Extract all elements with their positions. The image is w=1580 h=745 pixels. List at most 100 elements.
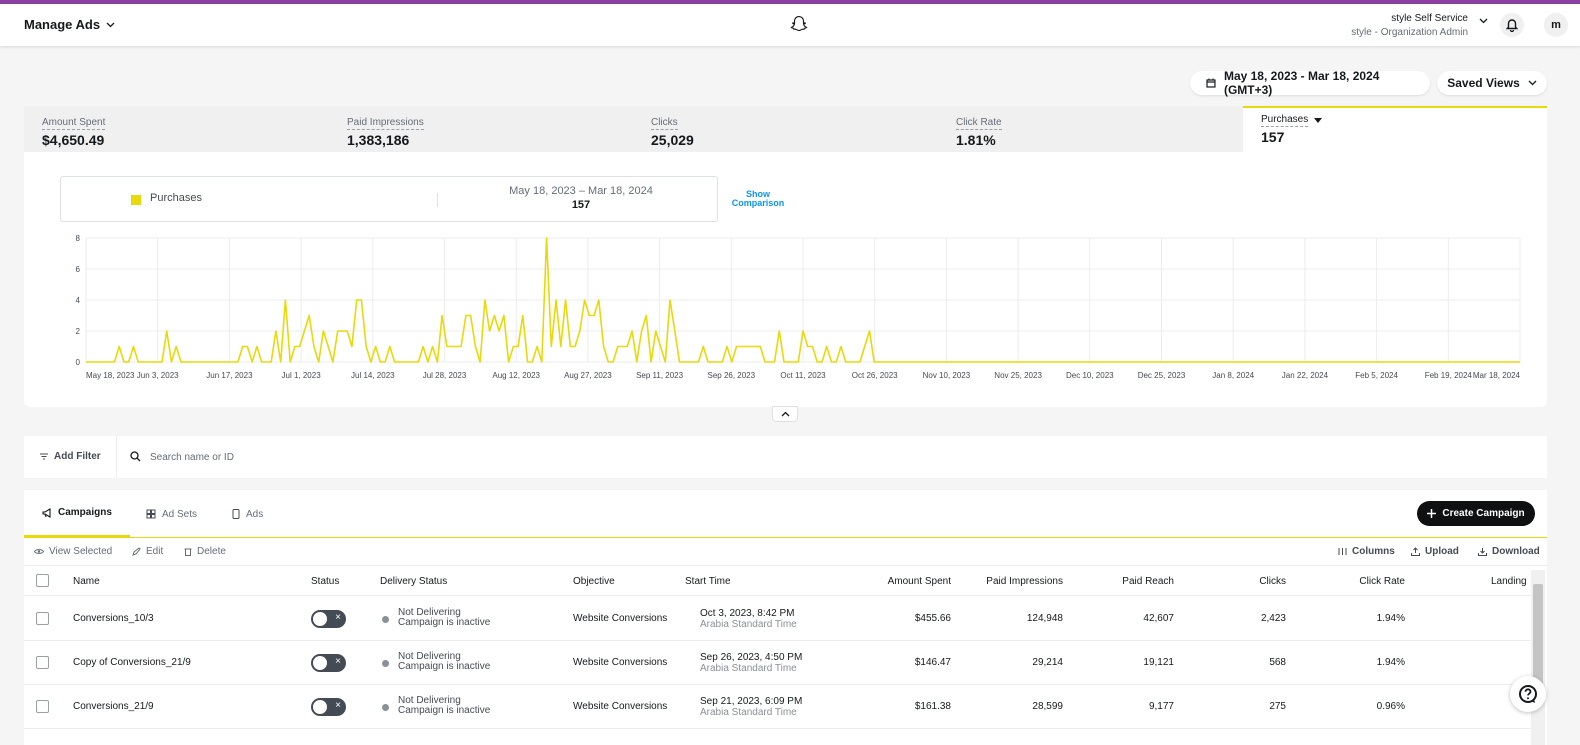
column-header-click-rate[interactable]: Click Rate: [1359, 576, 1405, 587]
metric-clicks[interactable]: Clicks 25,029: [633, 106, 938, 152]
tab-ads[interactable]: Ads: [214, 490, 281, 538]
saved-views-label: Saved Views: [1447, 76, 1520, 90]
column-header-objective[interactable]: Objective: [573, 576, 615, 587]
select-all-checkbox[interactable]: [36, 574, 49, 587]
paid-reach: 9,177: [1148, 701, 1174, 712]
upload-button[interactable]: Upload: [1411, 546, 1459, 557]
column-header-paid-impressions[interactable]: Paid Impressions: [986, 576, 1063, 587]
status-toggle[interactable]: ×: [311, 698, 346, 716]
upload-icon: [1411, 547, 1420, 556]
row-checkbox[interactable]: [36, 656, 49, 669]
table-row[interactable]: Conversions_10/3 × Not Delivering Campaig…: [24, 597, 1534, 641]
objective: Website Conversions: [573, 613, 668, 624]
tab-campaigns[interactable]: Campaigns: [24, 490, 130, 538]
row-checkbox[interactable]: [36, 612, 49, 625]
start-time: Oct 3, 2023, 8:42 PM Arabia Standard Time: [700, 608, 797, 630]
snapchat-ghost-icon[interactable]: [790, 15, 808, 33]
column-header-name[interactable]: Name: [73, 576, 100, 587]
create-campaign-button[interactable]: Create Campaign: [1417, 501, 1535, 526]
row-checkbox[interactable]: [36, 700, 49, 713]
saved-views-dropdown[interactable]: Saved Views: [1437, 71, 1547, 95]
purchases-series-line: [86, 237, 1520, 363]
x-tick-label: Jun 3, 2023: [137, 371, 179, 380]
metric-amount-spent[interactable]: Amount Spent $4,650.49: [24, 106, 329, 152]
campaign-name[interactable]: Conversions_21/9: [73, 701, 154, 712]
status-toggle[interactable]: ×: [311, 654, 346, 672]
metric-click-rate[interactable]: Click Rate 1.81%: [938, 106, 1243, 152]
search-input[interactable]: [150, 447, 550, 467]
chevron-down-icon[interactable]: [1479, 18, 1488, 24]
clicks: 568: [1269, 657, 1286, 668]
status-toggle[interactable]: ×: [311, 610, 346, 628]
tab-ad-sets[interactable]: Ad Sets: [128, 490, 215, 538]
table-row[interactable]: Copy of Conversions_21/9 × Not Deliverin…: [24, 641, 1534, 685]
columns-icon: [1338, 548, 1347, 555]
y-tick-label: 6: [76, 265, 81, 274]
column-header-clicks[interactable]: Clicks: [1259, 576, 1286, 587]
collapse-chart-button[interactable]: [772, 406, 798, 422]
x-tick-label: Dec 25, 2023: [1138, 371, 1186, 380]
help-button[interactable]: [1510, 676, 1546, 712]
chevron-up-icon: [781, 411, 789, 417]
view-selected-button[interactable]: View Selected: [34, 546, 112, 557]
avatar[interactable]: m: [1544, 13, 1568, 37]
upload-label: Upload: [1425, 546, 1459, 557]
organization-switcher[interactable]: style Self Service style - Organization …: [1351, 12, 1468, 40]
table-scrollbar[interactable]: [1531, 570, 1545, 745]
y-tick-label: 8: [76, 234, 81, 243]
click-rate: 1.94%: [1376, 657, 1405, 668]
scrollbar-thumb[interactable]: [1533, 584, 1543, 684]
x-tick-label: Jun 17, 2023: [206, 371, 253, 380]
column-header-paid-reach[interactable]: Paid Reach: [1122, 576, 1174, 587]
notifications-button[interactable]: [1500, 13, 1524, 37]
download-label: Download: [1492, 546, 1540, 557]
show-comparison-link[interactable]: Show Comparison: [731, 189, 785, 208]
x-tick-label: Feb 19, 2024: [1425, 371, 1473, 380]
start-time: Sep 21, 2023, 6:09 PM Arabia Standard Tim…: [700, 696, 802, 718]
table-row[interactable]: Conversions_21/9 × Not Delivering Campaig…: [24, 685, 1534, 729]
caret-down-icon[interactable]: [1314, 117, 1323, 124]
plus-icon: [1427, 509, 1437, 518]
filter-icon: [40, 453, 48, 460]
create-campaign-label: Create Campaign: [1442, 508, 1525, 519]
metric-paid-impressions[interactable]: Paid Impressions 1,383,186: [329, 106, 634, 152]
start-time-zone: Arabia Standard Time: [700, 663, 797, 674]
columns-button[interactable]: Columns: [1338, 546, 1395, 557]
chevron-down-icon: [106, 22, 115, 27]
campaign-name[interactable]: Conversions_10/3: [73, 613, 154, 624]
edit-label: Edit: [146, 546, 164, 557]
start-time-value: Sep 26, 2023, 4:50 PM: [700, 652, 803, 663]
paid-reach: 19,121: [1143, 657, 1174, 668]
column-header-start-time[interactable]: Start Time: [685, 576, 731, 587]
manage-ads-menu[interactable]: Manage Ads: [24, 17, 115, 32]
x-tick-label: Nov 25, 2023: [994, 371, 1042, 380]
delivery-status-detail: Campaign is inactive: [398, 661, 491, 672]
app-header: Manage Ads style Self Service style - Or…: [0, 4, 1580, 46]
edit-button[interactable]: Edit: [132, 546, 163, 557]
x-tick-label: Jul 28, 2023: [423, 371, 467, 380]
campaign-name[interactable]: Copy of Conversions_21/9: [73, 657, 191, 668]
column-header-delivery-status[interactable]: Delivery Status: [380, 576, 448, 587]
delete-button[interactable]: Delete: [184, 546, 226, 557]
delivery-status: Not Delivering Campaign is inactive: [398, 652, 490, 672]
amount-spent: $455.66: [914, 613, 951, 624]
column-header-amount-spent[interactable]: Amount Spent: [887, 576, 951, 587]
download-icon: [1478, 548, 1487, 556]
purchases-line-chart: 0 2 4 6 8 May 18, 2023 Jun 3, 2023 Jun 17, 2023…: [76, 234, 1521, 380]
column-header-landing[interactable]: Landing: [1491, 576, 1527, 587]
metric-value: 1.81%: [956, 132, 996, 148]
phone-icon: [232, 509, 240, 519]
delivery-status: Not Delivering Campaign is inactive: [398, 608, 490, 628]
download-button[interactable]: Download: [1478, 546, 1540, 557]
click-rate: 0.96%: [1376, 701, 1405, 712]
objective: Website Conversions: [573, 701, 668, 712]
x-tick-label: Mar 18, 2024: [1473, 371, 1521, 380]
status-dot: [382, 660, 389, 667]
y-tick-label: 2: [76, 327, 81, 336]
metric-label: Clicks: [651, 117, 678, 130]
metric-purchases[interactable]: Purchases 157: [1243, 106, 1547, 152]
date-range-picker[interactable]: May 18, 2023 - Mar 18, 2024 (GMT+3): [1190, 69, 1430, 97]
add-filter-button[interactable]: Add Filter: [40, 451, 101, 462]
column-header-status[interactable]: Status: [311, 576, 340, 587]
org-name: style Self Service: [1391, 13, 1468, 24]
